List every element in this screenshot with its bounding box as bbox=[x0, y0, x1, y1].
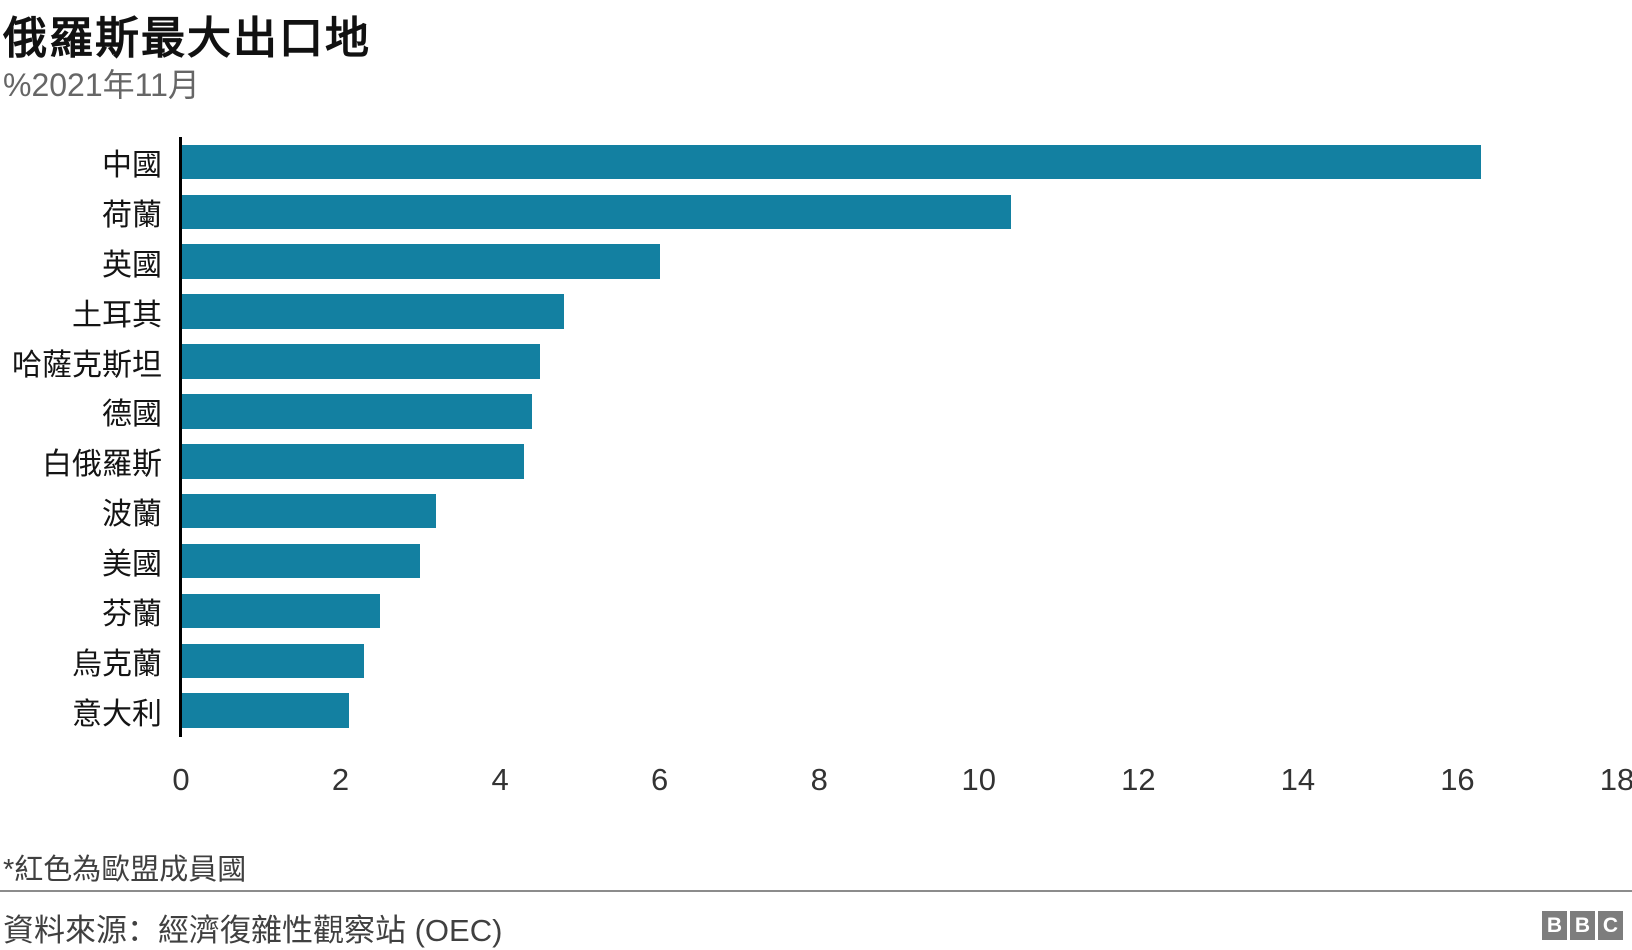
bar-row: 白俄羅斯 bbox=[0, 436, 1617, 486]
bar-track bbox=[181, 344, 1617, 379]
bar-track bbox=[181, 643, 1617, 679]
x-axis-tick-label: 8 bbox=[810, 762, 828, 797]
bar-row: 烏克蘭 bbox=[0, 636, 1617, 686]
bar bbox=[181, 643, 365, 679]
bar-rows: 中國荷蘭英國土耳其哈薩克斯坦德國白俄羅斯波蘭美國芬蘭烏克蘭意大利 bbox=[0, 137, 1617, 736]
x-axis-tick-label: 4 bbox=[491, 762, 509, 797]
bar-track bbox=[181, 444, 1617, 479]
bar-row: 哈薩克斯坦 bbox=[0, 337, 1617, 387]
category-label: 白俄羅斯 bbox=[42, 448, 162, 482]
y-axis-line bbox=[179, 137, 182, 737]
bar-track bbox=[181, 144, 1617, 180]
bar bbox=[181, 194, 1011, 230]
bar bbox=[181, 394, 533, 429]
bar bbox=[181, 493, 437, 529]
category-label: 土耳其 bbox=[72, 298, 162, 332]
footnote: *紅色為歐盟成員國 bbox=[3, 854, 247, 886]
bar bbox=[181, 244, 660, 279]
bar-row: 芬蘭 bbox=[0, 586, 1617, 636]
category-label: 英國 bbox=[102, 248, 162, 282]
category-label: 哈薩克斯坦 bbox=[12, 348, 162, 382]
x-axis-tick-label: 6 bbox=[651, 762, 669, 797]
bar-row: 德國 bbox=[0, 386, 1617, 436]
x-axis-tick-label: 18 bbox=[1599, 762, 1632, 797]
category-label: 荷蘭 bbox=[102, 198, 162, 232]
x-axis-tick-label: 12 bbox=[1121, 762, 1156, 797]
x-axis-tick-label: 0 bbox=[172, 762, 190, 797]
chart-title: 俄羅斯最大出口地 bbox=[3, 14, 371, 63]
x-axis-tick-label: 16 bbox=[1440, 762, 1475, 797]
x-axis-tick-label: 2 bbox=[331, 762, 350, 797]
bar bbox=[181, 294, 564, 329]
category-label: 美國 bbox=[102, 548, 162, 582]
x-axis-tick-label: 10 bbox=[961, 762, 997, 797]
bar bbox=[181, 543, 421, 579]
bar-row: 荷蘭 bbox=[0, 187, 1617, 237]
bar-track bbox=[181, 194, 1617, 230]
bbc-logo-letter: B bbox=[1542, 911, 1567, 940]
bar-row: 波蘭 bbox=[0, 486, 1617, 536]
bar bbox=[181, 344, 540, 379]
bar bbox=[181, 693, 349, 728]
bar bbox=[181, 444, 525, 479]
bar-track bbox=[181, 394, 1617, 429]
bar-track bbox=[181, 493, 1617, 529]
bar-track bbox=[181, 693, 1617, 728]
bar-row: 中國 bbox=[0, 137, 1617, 187]
bar bbox=[181, 144, 1482, 180]
bbc-logo-letter: B bbox=[1570, 911, 1595, 940]
category-label: 烏克蘭 bbox=[72, 647, 162, 681]
bar-row: 英國 bbox=[0, 237, 1617, 287]
bar bbox=[181, 593, 381, 629]
bar-track bbox=[181, 593, 1617, 629]
x-axis-tick-label: 14 bbox=[1280, 762, 1316, 797]
chart-subtitle: %2021年11月 bbox=[3, 67, 200, 103]
bar-row: 美國 bbox=[0, 536, 1617, 586]
bar-track bbox=[181, 294, 1617, 329]
bar-track bbox=[181, 244, 1617, 279]
divider-line bbox=[0, 890, 1632, 892]
bar-row: 意大利 bbox=[0, 686, 1617, 736]
category-label: 意大利 bbox=[72, 697, 162, 731]
source-text: 資料來源：經濟復雜性觀察站 (OEC) bbox=[3, 913, 503, 948]
category-label: 德國 bbox=[102, 398, 162, 432]
bar-track bbox=[181, 543, 1617, 579]
category-label: 波蘭 bbox=[102, 498, 162, 532]
bar-row: 土耳其 bbox=[0, 287, 1617, 337]
category-label: 芬蘭 bbox=[102, 597, 162, 631]
category-label: 中國 bbox=[102, 148, 162, 182]
x-axis: 0 2 4 6 8 10 12 14 16 18 bbox=[172, 762, 1632, 802]
bbc-logo-letter: C bbox=[1598, 911, 1623, 940]
